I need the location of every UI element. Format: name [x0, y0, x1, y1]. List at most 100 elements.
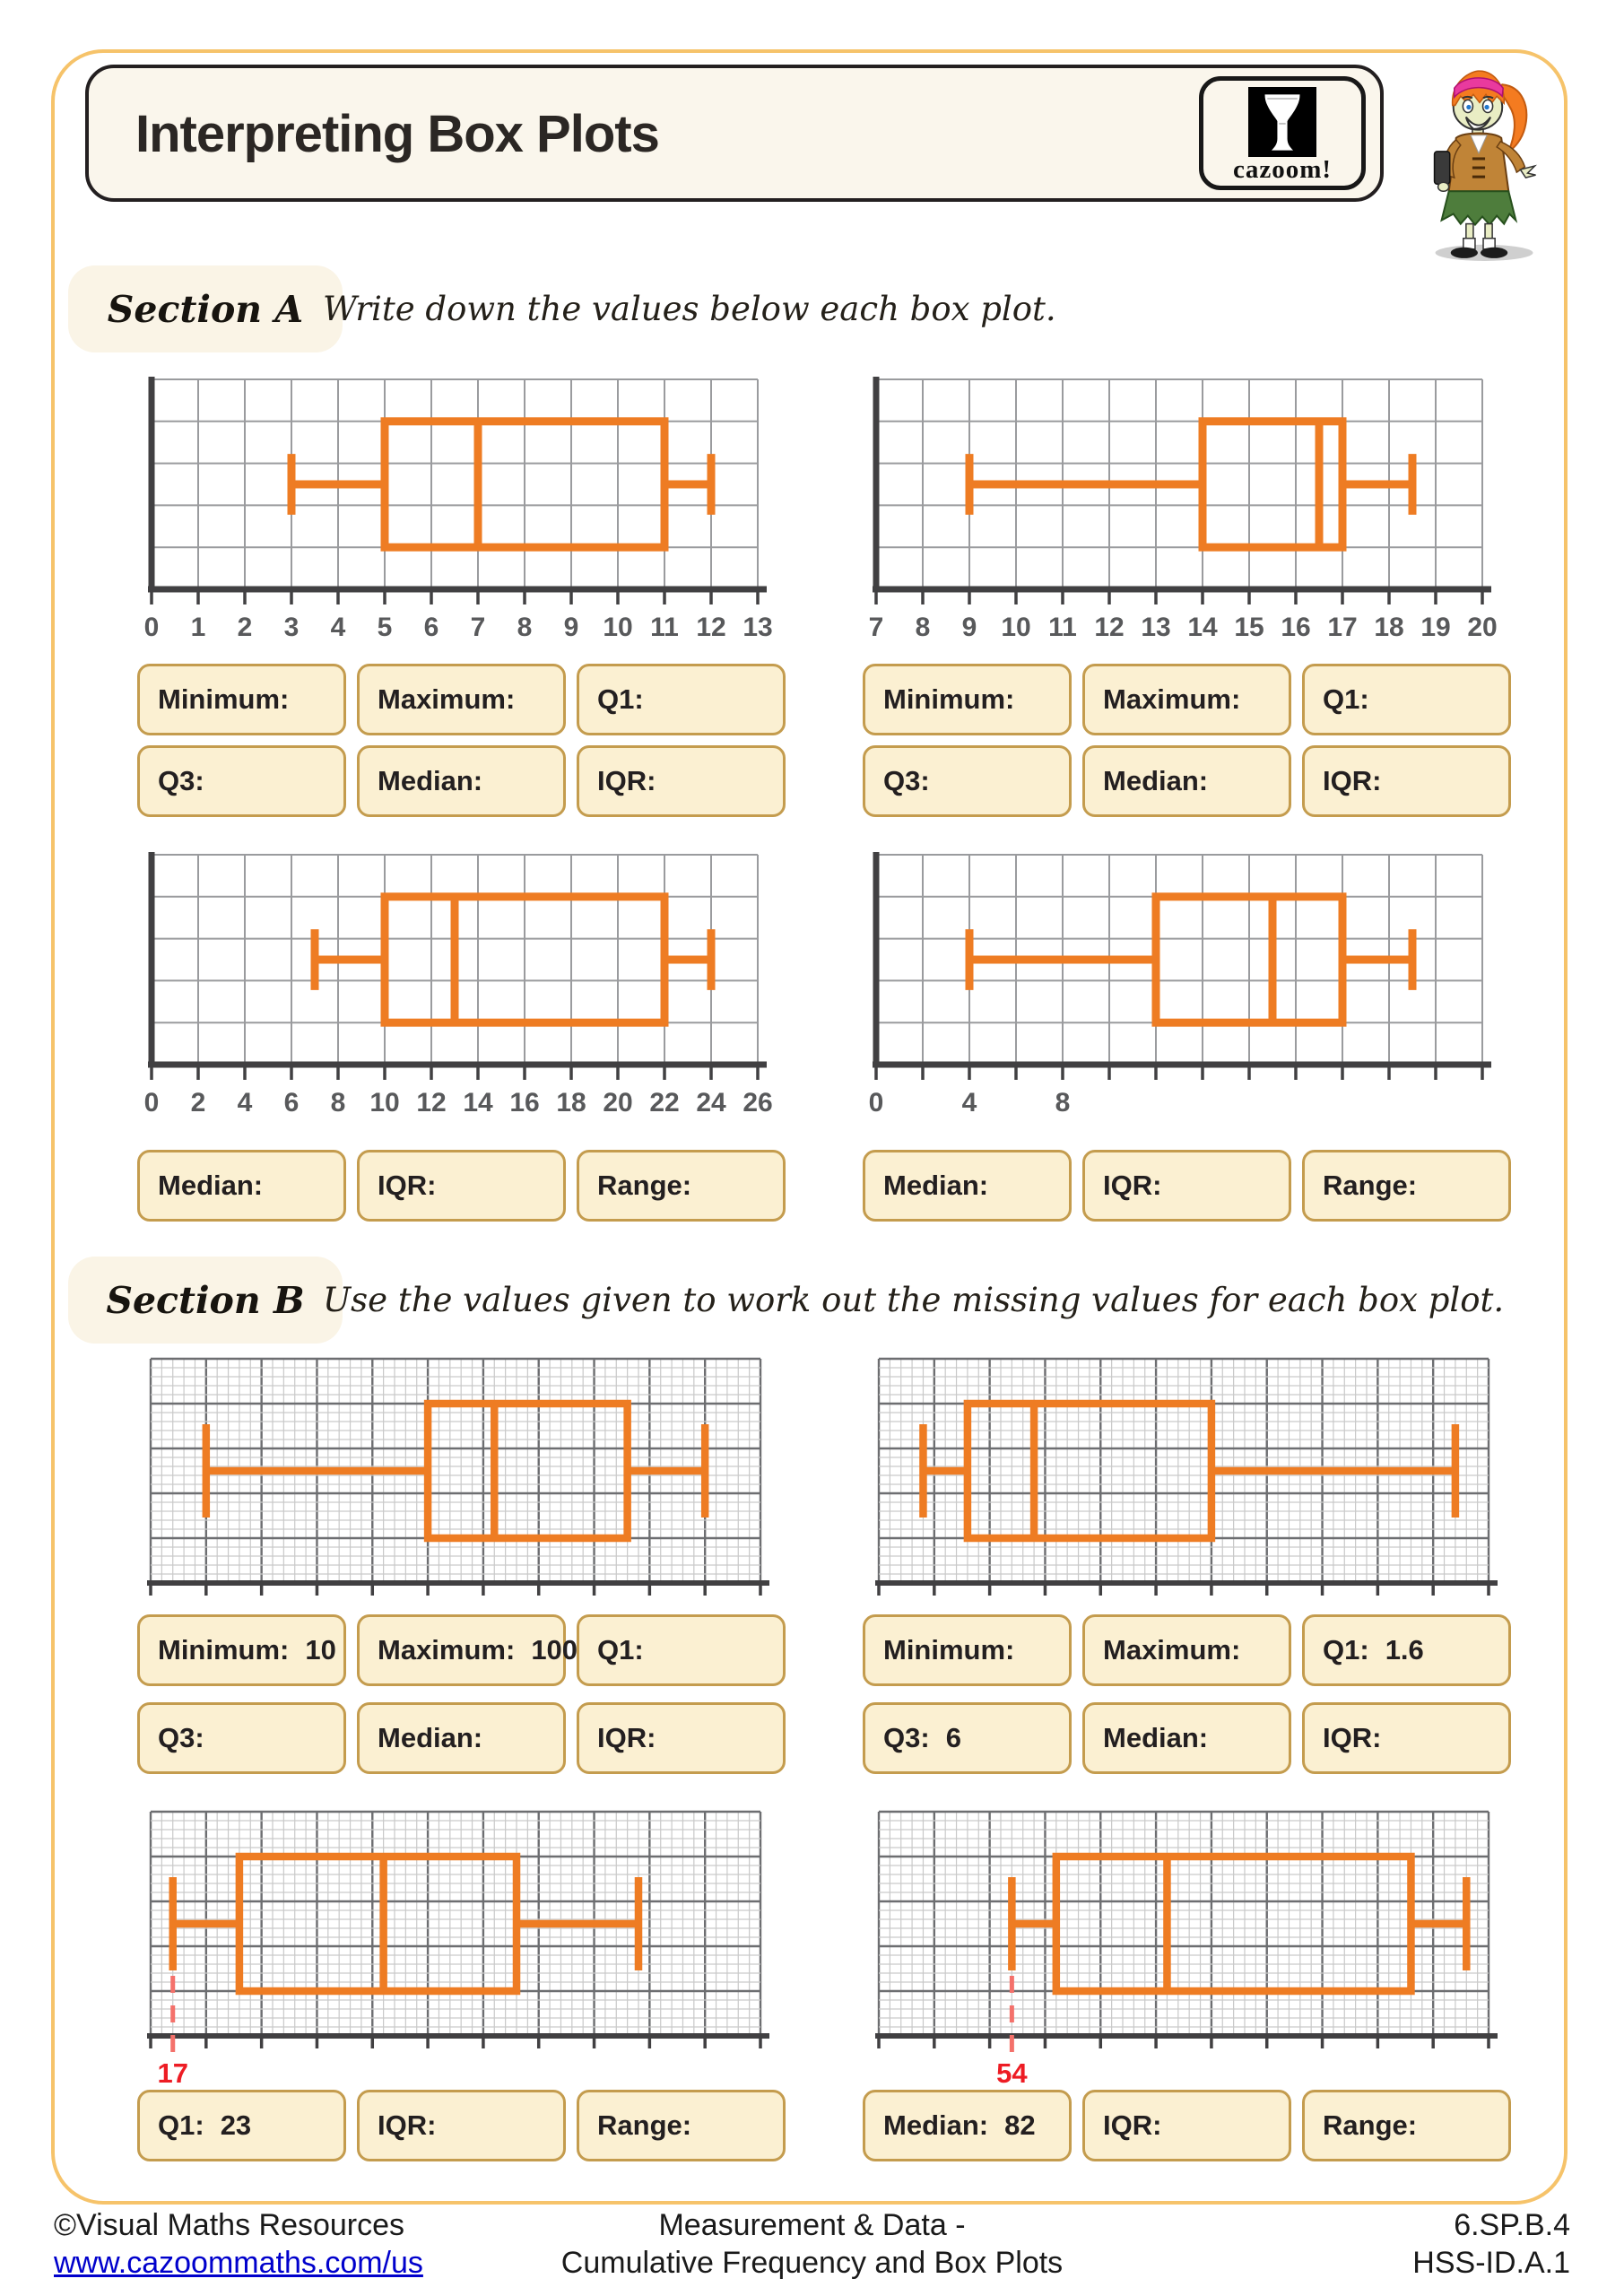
answer-box-range[interactable]: Range: — [1302, 2090, 1511, 2161]
answer-box-q1[interactable]: Q1: 1.6 — [1302, 1614, 1511, 1686]
answer-label: Median: — [378, 765, 483, 796]
page-title: Interpreting Box Plots — [135, 105, 660, 163]
footer-standard-line2: HSS-ID.A.1 — [1412, 2246, 1570, 2280]
answer-label: Minimum: — [883, 683, 1015, 715]
answer-label: Range: — [1323, 1170, 1418, 1201]
answer-label: Median: — [883, 2109, 989, 2141]
section-a-label: Section A — [107, 287, 304, 331]
answer-label: Q1: — [158, 2109, 204, 2141]
footer-left: ©Visual Maths Resources www.cazoommaths.… — [54, 2206, 423, 2282]
answer-box-range[interactable]: Range: — [577, 2090, 786, 2161]
answer-box-q3[interactable]: Q3: — [137, 1702, 346, 1774]
mascot-illustration — [1403, 59, 1558, 267]
skirt — [1440, 190, 1518, 227]
answer-label: Q3: — [883, 765, 930, 796]
answer-label: Range: — [597, 2109, 692, 2141]
section-a-tag: Section A — [68, 265, 343, 352]
answer-box-iqr[interactable]: IQR: — [577, 745, 786, 817]
section-b-label: Section B — [106, 1278, 305, 1322]
headband — [1453, 77, 1504, 100]
answer-value: 100 — [531, 1634, 578, 1665]
answer-box-minimum[interactable]: Minimum: 10 — [137, 1614, 346, 1686]
answer-label: Median: — [158, 1170, 264, 1201]
section-b-tag: Section B — [68, 1257, 343, 1344]
section-b-instruction: Use the values given to work out the mis… — [323, 1281, 1505, 1319]
answer-box-iqr[interactable]: IQR: — [357, 2090, 566, 2161]
answer-value: 10 — [305, 1634, 336, 1665]
answer-label: Q3: — [158, 1722, 204, 1753]
footer-copyright: ©Visual Maths Resources — [54, 2208, 405, 2242]
answer-box-q1[interactable]: Q1: — [577, 664, 786, 735]
answer-label: IQR: — [378, 2109, 437, 2141]
answer-label: Minimum: — [158, 1634, 290, 1665]
answer-label: Median: — [883, 1170, 989, 1201]
answer-label: Median: — [378, 1722, 483, 1753]
answer-box-median[interactable]: Median: — [357, 745, 566, 817]
answer-value: 82 — [1004, 2109, 1036, 2141]
answer-box-iqr[interactable]: IQR: — [1082, 2090, 1291, 2161]
answer-box-q3[interactable]: Q3: — [137, 745, 346, 817]
answer-label: Q1: — [1323, 683, 1369, 715]
answer-label: Range: — [597, 1170, 692, 1201]
answer-label: Median: — [1103, 765, 1209, 796]
answer-box-maximum[interactable]: Maximum: 100 — [357, 1614, 578, 1686]
answer-box-range[interactable]: Range: — [1302, 1150, 1511, 1222]
answer-label: IQR: — [597, 1722, 656, 1753]
answer-box-iqr[interactable]: IQR: — [577, 1702, 786, 1774]
answer-box-median[interactable]: Median: — [1082, 1702, 1291, 1774]
answer-label: Maximum: — [378, 1634, 516, 1665]
answer-label: Range: — [1323, 2109, 1418, 2141]
answer-box-q1[interactable]: Q1: 23 — [137, 2090, 346, 2161]
answer-box-minimum[interactable]: Minimum: — [863, 664, 1072, 735]
answer-box-iqr[interactable]: IQR: — [357, 1150, 566, 1222]
answer-box-iqr[interactable]: IQR: — [1302, 1702, 1511, 1774]
hand — [1519, 164, 1537, 179]
answer-box-range[interactable]: Range: — [577, 1150, 786, 1222]
answer-box-median[interactable]: Median: 82 — [863, 2090, 1072, 2161]
answer-box-q3[interactable]: Q3: 6 — [863, 1702, 1072, 1774]
answer-label: Maximum: — [1103, 683, 1241, 715]
answer-label: Q1: — [1323, 1634, 1369, 1665]
footer-standards: 6.SP.B.4 HSS-ID.A.1 — [1412, 2206, 1570, 2282]
answer-label: IQR: — [1103, 1170, 1162, 1201]
answer-label: IQR: — [378, 1170, 437, 1201]
section-a-instruction: Write down the values below each box plo… — [323, 290, 1056, 328]
answer-label: Minimum: — [158, 683, 290, 715]
header: Interpreting Box Plots cazoom! — [85, 65, 1384, 202]
answer-value: 1.6 — [1385, 1634, 1424, 1665]
answer-label: Q1: — [597, 683, 644, 715]
answer-label: IQR: — [597, 765, 656, 796]
answer-label: IQR: — [1103, 2109, 1162, 2141]
logo-wordmark: cazoom! — [1232, 155, 1333, 184]
answer-box-q1[interactable]: Q1: — [1302, 664, 1511, 735]
answer-label: Q1: — [597, 1634, 644, 1665]
page-border — [51, 49, 1568, 2205]
answer-label: Q3: — [158, 765, 204, 796]
answer-box-q1[interactable]: Q1: — [577, 1614, 786, 1686]
jacket — [1447, 132, 1510, 193]
answer-label: Maximum: — [1103, 1634, 1241, 1665]
answer-box-iqr[interactable]: IQR: — [1082, 1150, 1291, 1222]
answer-box-median[interactable]: Median: — [357, 1702, 566, 1774]
answer-box-q3[interactable]: Q3: — [863, 745, 1072, 817]
answer-box-maximum[interactable]: Maximum: — [1082, 664, 1291, 735]
answer-box-median[interactable]: Median: — [1082, 745, 1291, 817]
answer-label: Maximum: — [378, 683, 516, 715]
smile — [1464, 116, 1492, 130]
answer-label: IQR: — [1323, 1722, 1382, 1753]
answer-box-iqr[interactable]: IQR: — [1302, 745, 1511, 817]
answer-box-median[interactable]: Median: — [137, 1150, 346, 1222]
drum-icon — [1248, 87, 1316, 157]
answer-box-median[interactable]: Median: — [863, 1150, 1072, 1222]
answer-box-minimum[interactable]: Minimum: — [137, 664, 346, 735]
answer-label: IQR: — [1323, 765, 1382, 796]
answer-box-minimum[interactable]: Minimum: — [863, 1614, 1072, 1686]
footer-standard-line1: 6.SP.B.4 — [1454, 2208, 1570, 2242]
footer-link[interactable]: www.cazoommaths.com/us — [54, 2246, 423, 2280]
answer-label: Q3: — [883, 1722, 930, 1753]
answer-value: 23 — [220, 2109, 252, 2141]
answer-value: 6 — [945, 1722, 961, 1753]
answer-box-maximum[interactable]: Maximum: — [357, 664, 566, 735]
answer-box-maximum[interactable]: Maximum: — [1082, 1614, 1291, 1686]
